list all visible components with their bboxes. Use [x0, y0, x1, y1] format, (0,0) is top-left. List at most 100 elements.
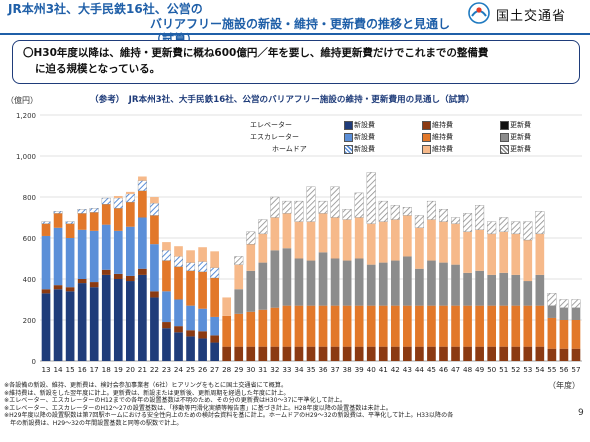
bar-segment [427, 260, 436, 306]
x-tick-label: 45 [427, 365, 436, 374]
title-rule [0, 33, 590, 35]
bar-segment [439, 305, 448, 347]
bar-segment [354, 305, 364, 347]
x-tick-label: 27 [210, 365, 219, 374]
bar-segment [234, 256, 244, 265]
y-tick-label: 1,000 [16, 153, 36, 161]
bar-segment [126, 226, 135, 276]
bar-segment [89, 282, 99, 288]
bar-segment [270, 307, 280, 347]
bar-segment [523, 221, 533, 241]
bar-segment [258, 219, 268, 235]
bar-segment [77, 229, 87, 279]
legend-row-label: エスカレーター [250, 133, 299, 141]
bar-segment [65, 223, 75, 238]
legend-swatch [500, 145, 509, 154]
bar-segment [126, 191, 135, 194]
bar-segment [571, 320, 581, 349]
x-tick-label: 53 [523, 365, 532, 374]
bar-segment [463, 213, 473, 232]
bar-segment [318, 346, 328, 361]
bar-segment [451, 264, 460, 306]
x-tick-label: 13 [41, 365, 50, 374]
x-tick-label: 50 [487, 365, 497, 374]
legend-entry-label: 維持費 [432, 145, 453, 153]
x-tick-label: 35 [306, 365, 315, 374]
bar-segment [463, 231, 472, 273]
bar-segment [270, 250, 280, 308]
bar-segment [246, 346, 256, 361]
bar-segment [403, 346, 412, 361]
bar-segment [174, 332, 183, 361]
bar-segment [378, 262, 388, 306]
bar-segment [53, 289, 63, 361]
bar-segment [270, 196, 280, 218]
bar-segment [198, 308, 207, 332]
bar-segment [571, 299, 581, 308]
bar-segment [186, 336, 195, 361]
legend-entry-label: 維持費 [432, 133, 453, 141]
bar-segment [475, 270, 484, 306]
bar-segment [137, 180, 147, 192]
bar-segment [162, 322, 171, 329]
bar-segment [523, 281, 533, 306]
bar-segment [415, 227, 424, 269]
bar-segment [330, 186, 340, 218]
bar-segment [77, 279, 87, 284]
y-axis-unit: （億円） [6, 96, 38, 105]
bar-segment [174, 256, 183, 267]
bar-segment [427, 346, 436, 361]
bar-segment [535, 233, 545, 275]
legend-entry-label: 更新費 [510, 145, 531, 153]
bar-segment [559, 299, 569, 308]
bar-segment [426, 200, 436, 220]
bar-segment [149, 202, 159, 216]
bar-segment [342, 209, 352, 220]
bar-segment [186, 250, 195, 263]
bar-segment [186, 270, 195, 306]
bar-segment [53, 285, 63, 290]
bar-segment [113, 195, 123, 199]
bar-segment [174, 266, 183, 300]
bar-segment [174, 246, 183, 257]
bar-segment [342, 346, 352, 361]
bar-segment [390, 260, 400, 306]
x-tick-label: 54 [535, 365, 545, 374]
bar-segment [342, 305, 352, 347]
bar-segment [89, 230, 99, 283]
footnote: 年の新設費は、H29～32の年間設置基数と同等の駅数で計上。 [4, 419, 183, 427]
bar-segment [138, 268, 147, 275]
bar-segment [210, 342, 219, 361]
legend-row-label: ホームドア [272, 145, 307, 153]
bar-segment [246, 244, 256, 271]
bar-segment [210, 316, 219, 336]
bar-segment [511, 274, 521, 306]
x-tick-label: 16 [78, 365, 88, 374]
y-tick-label: 600 [23, 235, 36, 243]
x-tick-label: 38 [343, 365, 353, 374]
bar-segment [390, 346, 400, 361]
bar-segment [174, 326, 183, 333]
callout-line2: に迫る規模となっている。 [35, 63, 161, 75]
bar-segment [523, 305, 533, 347]
bar-segment [101, 274, 111, 361]
bar-segment [198, 261, 208, 272]
bar-segment [451, 346, 460, 361]
bar-segment [246, 311, 256, 347]
x-tick-label: 43 [403, 365, 412, 374]
bar-segment [198, 271, 207, 309]
bar-segment [77, 283, 87, 361]
page-number: 9 [578, 408, 584, 418]
bar-segment [366, 172, 376, 224]
bar-segment [366, 346, 376, 361]
x-tick-label: 46 [439, 365, 449, 374]
legend-entry-label: 更新費 [510, 133, 531, 141]
bar-segment [77, 213, 87, 230]
bar-segment [318, 252, 328, 306]
bar-segment [427, 219, 436, 261]
x-tick-label: 18 [102, 365, 112, 374]
x-tick-label: 48 [463, 365, 473, 374]
legend-swatch [344, 133, 353, 142]
bar-segment [294, 258, 304, 306]
bar-segment [318, 200, 328, 214]
